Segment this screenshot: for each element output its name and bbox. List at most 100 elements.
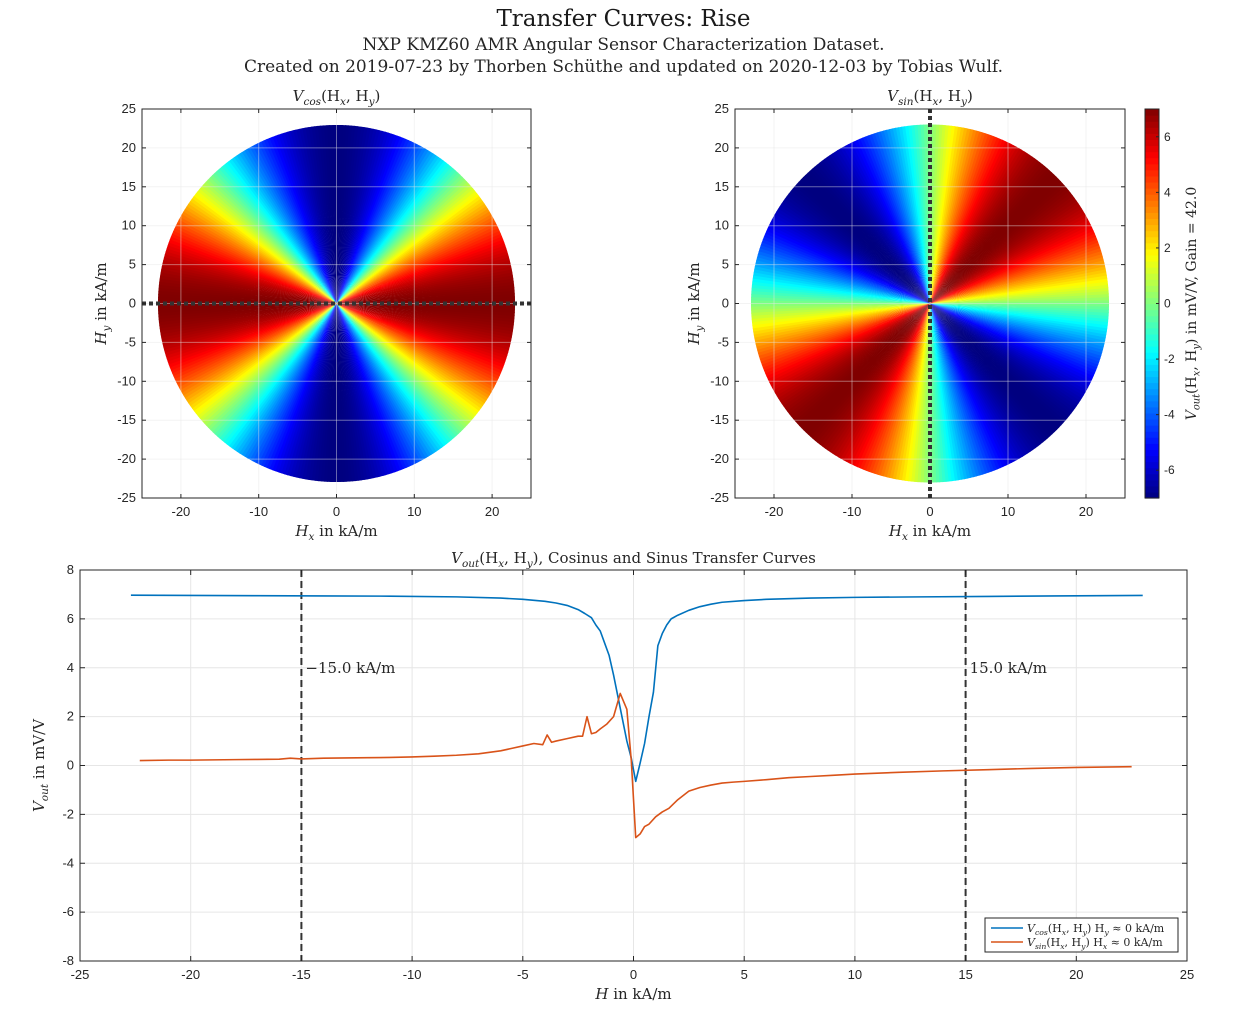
- cos-field-wedge: [336, 303, 515, 320]
- cos-x-tick-label: 0: [333, 504, 340, 519]
- cos-field-wedge: [195, 303, 337, 417]
- sin-field-wedge: [799, 303, 930, 429]
- sin-field-wedge: [930, 303, 1109, 316]
- sin-field-wedge: [917, 303, 930, 483]
- sin-field-wedge: [930, 135, 995, 304]
- sin-field-wedge: [930, 158, 1038, 304]
- sin-field-wedge: [930, 303, 1044, 445]
- sin-field-wedge: [930, 200, 1079, 304]
- cos-field-wedge: [199, 186, 337, 304]
- sin-field-wedge: [796, 303, 930, 427]
- sin-field-wedge: [794, 303, 930, 424]
- cos-field-wedge: [336, 303, 509, 356]
- sin-field-wedge: [767, 225, 930, 304]
- sin-field-wedge: [871, 303, 930, 474]
- sin-field-wedge: [930, 218, 1090, 304]
- sin-field-wedge: [750, 300, 930, 305]
- sin-field-wedge: [930, 140, 1009, 304]
- line-x-tick-label: 5: [741, 967, 748, 982]
- cos-field-wedge: [336, 303, 512, 344]
- sin-field-wedge: [930, 303, 1072, 417]
- cos-field-wedge: [330, 303, 337, 483]
- sin-field-wedge: [930, 124, 940, 304]
- cos-field-wedge: [241, 303, 337, 457]
- cos-field-wedge: [191, 196, 337, 304]
- cos-field-wedge: [281, 303, 337, 475]
- sin-field-wedge: [930, 303, 1053, 437]
- sin-field-wedge: [930, 126, 958, 304]
- cos-y-tick-label: 15: [122, 179, 136, 194]
- cos-field-wedge: [336, 125, 359, 304]
- cos-field-wedge: [336, 303, 424, 462]
- sin-field-wedge: [827, 303, 930, 453]
- cos-field-wedge: [336, 303, 492, 396]
- sin-field-wedge: [757, 251, 930, 304]
- colorbar-segment: [1145, 297, 1159, 305]
- cos-field-wedge: [174, 225, 337, 304]
- sin-field-wedge: [930, 303, 1096, 377]
- cos-field-wedge: [236, 303, 337, 454]
- colorbar-segment: [1145, 461, 1159, 469]
- cos-field-wedge: [336, 128, 377, 304]
- cos-field-wedge: [336, 185, 474, 304]
- cos-field-wedge: [336, 303, 421, 463]
- cos-field-wedge: [185, 303, 337, 402]
- colorbar-segment: [1145, 303, 1159, 311]
- cos-field-wedge: [336, 141, 415, 304]
- sin-field-wedge: [930, 151, 1028, 304]
- cos-field-wedge: [158, 287, 337, 304]
- cos-field-wedge: [163, 257, 337, 304]
- cos-field-wedge: [336, 135, 401, 304]
- sin-field-wedge: [754, 266, 930, 304]
- sin-field-wedge: [787, 303, 930, 415]
- sin-y-tick-label: 15: [715, 179, 729, 194]
- sin-field-wedge: [930, 152, 1031, 304]
- colorbar-segment: [1145, 352, 1159, 359]
- sin-field-wedge: [839, 146, 930, 304]
- cos-field-wedge: [181, 303, 337, 397]
- cos-field-wedge: [239, 303, 337, 456]
- sin-field-wedge: [930, 303, 1104, 350]
- sin-field-wedge: [930, 303, 1012, 465]
- sin-field-wedge: [930, 303, 1036, 451]
- sin-field-wedge: [930, 303, 1031, 454]
- colorbar-segment: [1145, 260, 1159, 268]
- sin-field-wedge: [930, 124, 946, 304]
- legend-entry-cos: Vcos(Hx, Hy) Hy ≈ 0 kA/m: [1027, 922, 1165, 937]
- cos-field-wedge: [158, 284, 337, 304]
- figure-subtitle-line2: Created on 2019-07-23 by Thorben Schüthe…: [243, 57, 1004, 77]
- cos-field-wedge: [336, 126, 362, 304]
- sin-field-wedge: [930, 190, 1072, 304]
- sin-field-wedge: [930, 303, 1084, 399]
- cos-field-wedge: [166, 245, 337, 304]
- sin-field-wedge: [930, 176, 1059, 304]
- sin-field-wedge: [758, 248, 930, 304]
- cos-field-wedge: [336, 303, 515, 326]
- cos-field-wedge: [223, 162, 337, 304]
- sin-field-wedge: [930, 202, 1081, 304]
- sin-field-wedge: [930, 195, 1075, 304]
- sin-field-wedge: [817, 303, 930, 445]
- cos-y-tick-label: -20: [117, 451, 136, 466]
- sin-field-wedge: [837, 303, 930, 459]
- colorbar-segment: [1145, 145, 1159, 153]
- cos-field-wedge: [244, 303, 337, 459]
- cos-field-wedge: [236, 153, 337, 304]
- cos-field-wedge: [188, 303, 337, 407]
- sin-field-wedge: [812, 166, 930, 304]
- cos-field-wedge: [287, 303, 337, 477]
- colorbar-segment: [1145, 443, 1159, 450]
- cos-field-wedge: [336, 128, 374, 304]
- colorbar-segment: [1145, 109, 1159, 116]
- cos-field-wedge: [218, 166, 337, 304]
- line-y-tick-label: -2: [62, 806, 74, 821]
- sin-field-wedge: [752, 278, 930, 304]
- cos-field-wedge: [336, 125, 353, 304]
- sin-field-wedge: [794, 183, 930, 304]
- sin-field-wedge: [774, 303, 930, 397]
- cos-field-wedge: [336, 303, 495, 391]
- cos-field-wedge: [336, 197, 483, 304]
- colorbar-segment: [1145, 121, 1159, 128]
- cos-field-wedge: [336, 132, 392, 304]
- colorbar-segment: [1145, 437, 1159, 444]
